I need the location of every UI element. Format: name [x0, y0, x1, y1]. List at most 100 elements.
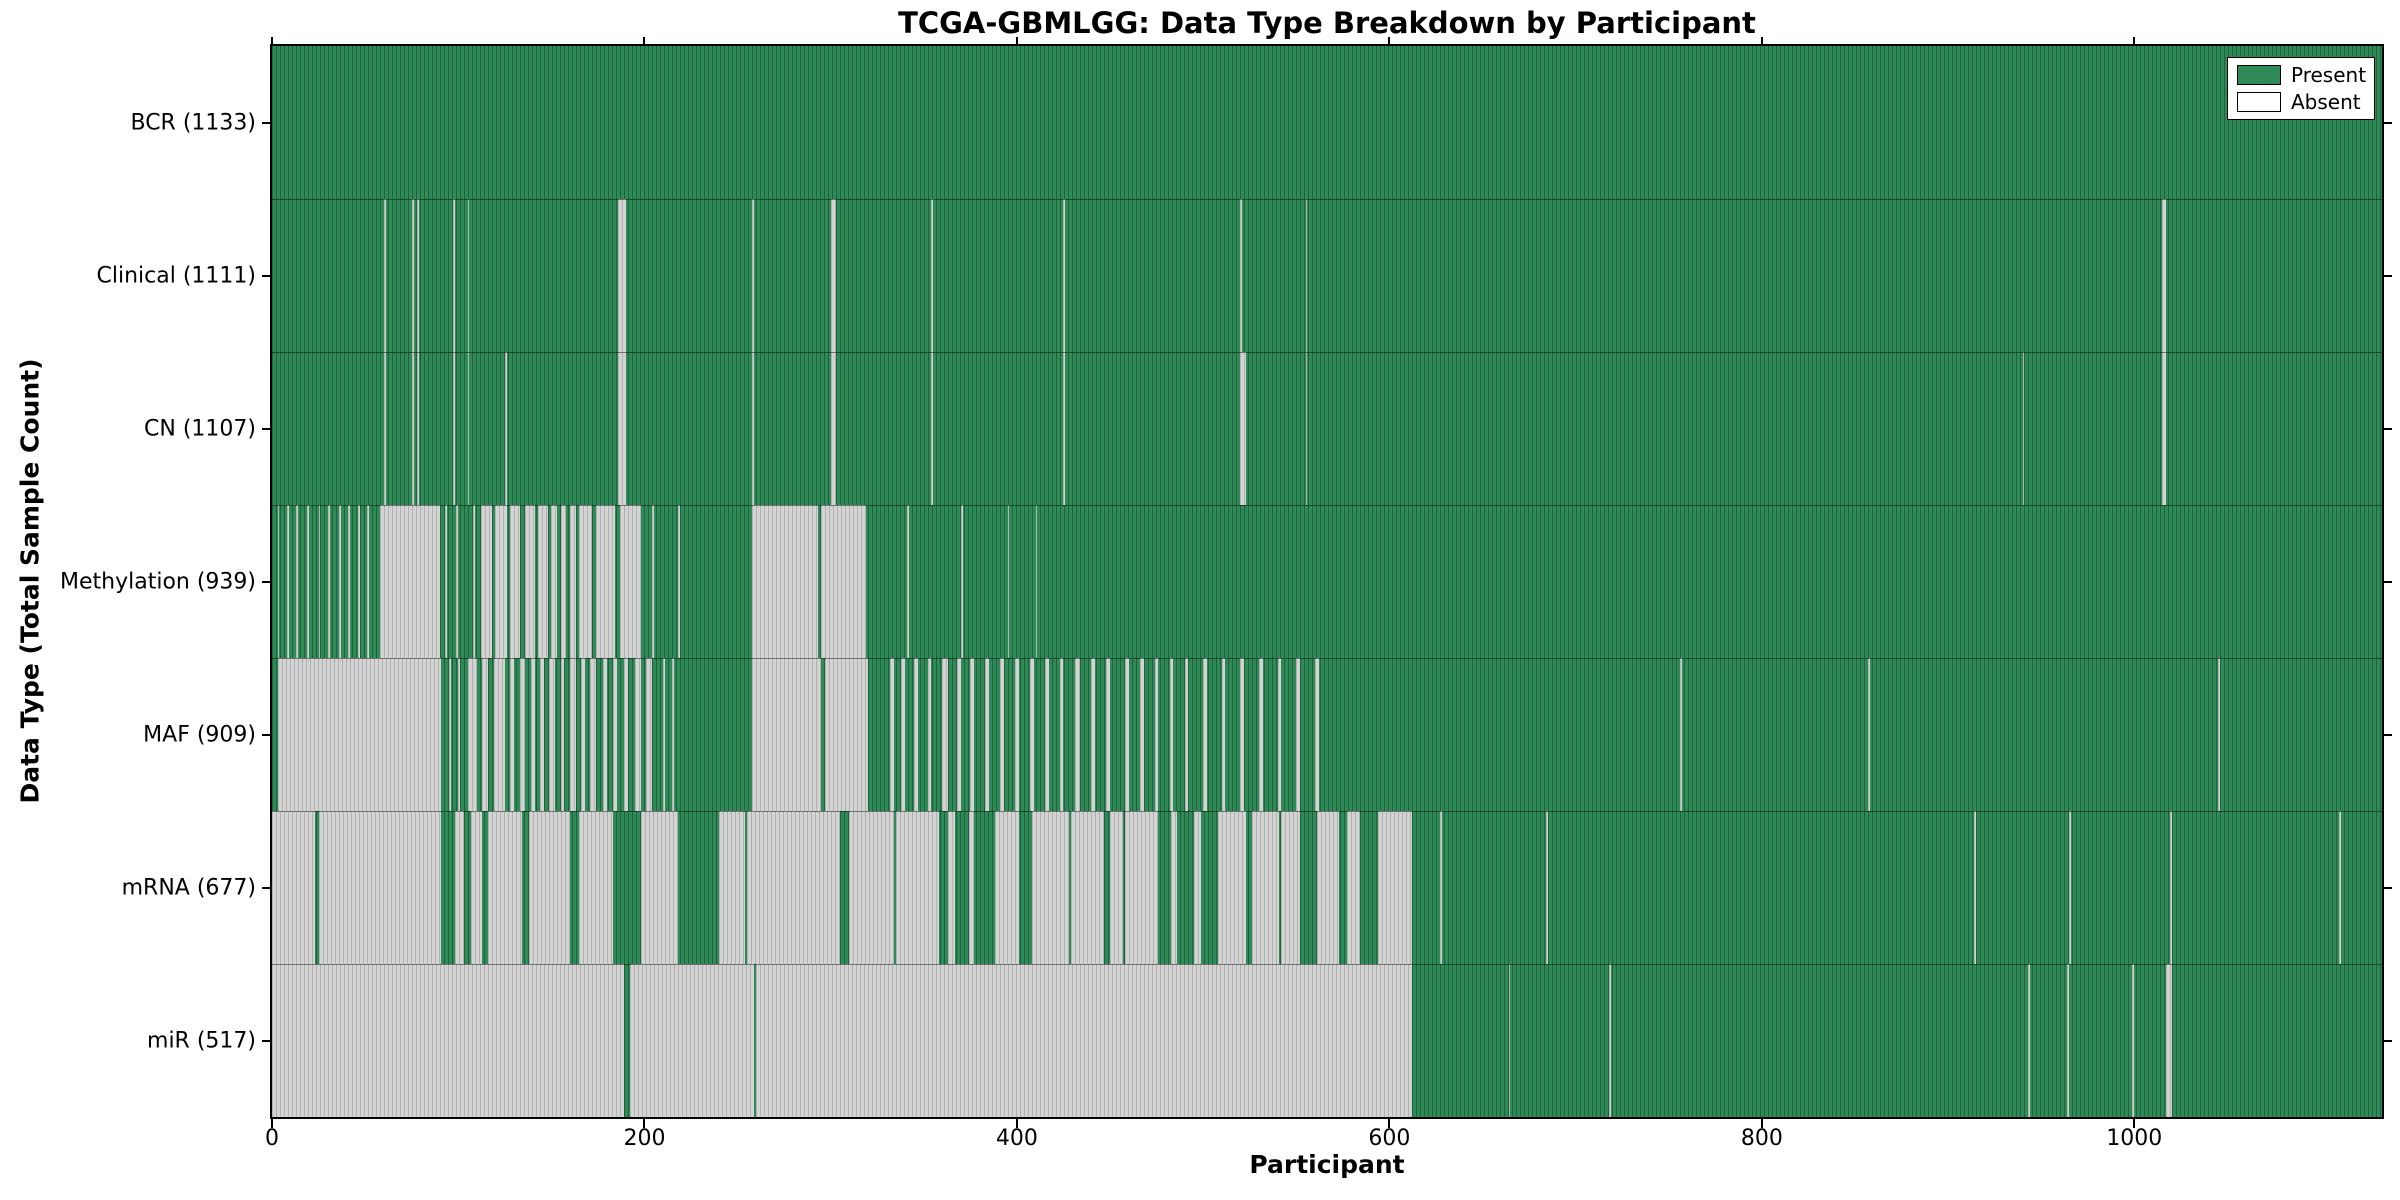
absent-span: [510, 658, 515, 811]
absent-span: [849, 811, 894, 964]
y-tick-mark: [2382, 580, 2392, 583]
y-tick-mark: [262, 427, 272, 430]
absent-span: [931, 352, 934, 505]
x-tick-label: 400: [995, 1126, 1038, 1151]
absent-span: [890, 658, 894, 811]
absent-span: [620, 505, 641, 658]
absent-span: [467, 352, 470, 505]
absent-span: [1277, 658, 1282, 811]
absent-span: [1063, 199, 1066, 352]
x-tick-mark: [2133, 1119, 2136, 1128]
absent-span: [417, 199, 420, 352]
absent-span: [970, 658, 975, 811]
absent-span: [623, 658, 628, 811]
absent-span: [471, 811, 483, 964]
row-separator: [272, 352, 2382, 353]
absent-span: [718, 811, 746, 964]
absent-span: [473, 505, 475, 658]
y-tick-label-maf: MAF (909): [143, 722, 256, 747]
absent-span: [569, 505, 576, 658]
chart-title: TCGA-GBMLGG: Data Type Breakdown by Part…: [898, 6, 1756, 40]
absent-span: [942, 658, 948, 811]
absent-span: [1240, 352, 1246, 505]
absent-span: [510, 505, 520, 658]
absent-span: [569, 658, 576, 811]
absent-span: [635, 658, 641, 811]
absent-span: [1314, 658, 1319, 811]
absent-span: [646, 658, 652, 811]
absent-span: [482, 658, 489, 811]
absent-span: [752, 658, 822, 811]
absent-span: [618, 199, 626, 352]
absent-span: [612, 658, 617, 811]
absent-span: [1545, 811, 1548, 964]
x-tick-mark: [1760, 37, 1763, 46]
absent-span: [752, 199, 755, 352]
x-tick-mark: [643, 37, 646, 46]
absent-span: [1221, 658, 1226, 811]
absent-span: [448, 658, 451, 811]
absent-span: [752, 505, 818, 658]
x-tick-label: 600: [1368, 1126, 1411, 1151]
absent-span: [1063, 352, 1066, 505]
absent-span: [2218, 658, 2220, 811]
absent-span: [2165, 964, 2172, 1117]
absent-span: [1259, 658, 1263, 811]
absent-span: [1218, 811, 1246, 964]
absent-span: [1305, 352, 1308, 505]
absent-span: [677, 505, 680, 658]
absent-span: [1139, 658, 1144, 811]
row-separator: [272, 658, 2382, 659]
row-cn: [272, 352, 2382, 505]
absent-span: [2339, 811, 2342, 964]
absent-span: [445, 505, 448, 658]
legend-swatch-absent-icon: [2237, 92, 2281, 112]
legend: Present Absent: [2227, 57, 2375, 120]
absent-span: [2067, 964, 2070, 1117]
y-tick-mark: [262, 1039, 272, 1042]
plot-area: [272, 46, 2382, 1117]
absent-span: [277, 658, 442, 811]
row-separator: [272, 505, 2382, 506]
absent-span: [931, 199, 934, 352]
absent-span: [327, 505, 330, 658]
absent-span: [2162, 199, 2166, 352]
absent-span: [417, 352, 420, 505]
absent-span: [1281, 811, 1300, 964]
absent-span: [752, 352, 755, 505]
x-tick-label: 0: [265, 1126, 279, 1151]
x-tick-mark: [643, 1119, 646, 1128]
absent-span: [540, 658, 544, 811]
absent-span: [504, 352, 507, 505]
absent-span: [957, 658, 962, 811]
absent-span: [318, 505, 321, 658]
absent-span: [519, 658, 526, 811]
absent-span: [1316, 811, 1340, 964]
absent-span: [493, 658, 505, 811]
absent-span: [901, 658, 906, 811]
absent-span: [1035, 505, 1038, 658]
absent-span: [2069, 811, 2071, 964]
absent-span: [452, 352, 455, 505]
absent-span: [746, 811, 840, 964]
absent-span: [1296, 658, 1300, 811]
row-bcr: [272, 46, 2382, 199]
absent-span: [895, 811, 939, 964]
absent-span: [467, 199, 470, 352]
y-tick-mark: [2382, 1039, 2392, 1042]
absent-span: [560, 505, 567, 658]
legend-label-present: Present: [2291, 63, 2367, 87]
y-tick-label-cn: CN (1107): [144, 416, 256, 441]
x-tick-mark: [1388, 1119, 1391, 1128]
absent-span: [538, 505, 548, 658]
absent-span: [618, 352, 626, 505]
legend-label-absent: Absent: [2291, 90, 2361, 114]
absent-span: [272, 964, 624, 1117]
absent-span: [914, 658, 919, 811]
absent-span: [525, 505, 535, 658]
absent-span: [551, 505, 557, 658]
absent-span: [348, 505, 351, 658]
absent-span: [560, 658, 565, 811]
y-tick-label-mir: miR (517): [147, 1028, 256, 1053]
